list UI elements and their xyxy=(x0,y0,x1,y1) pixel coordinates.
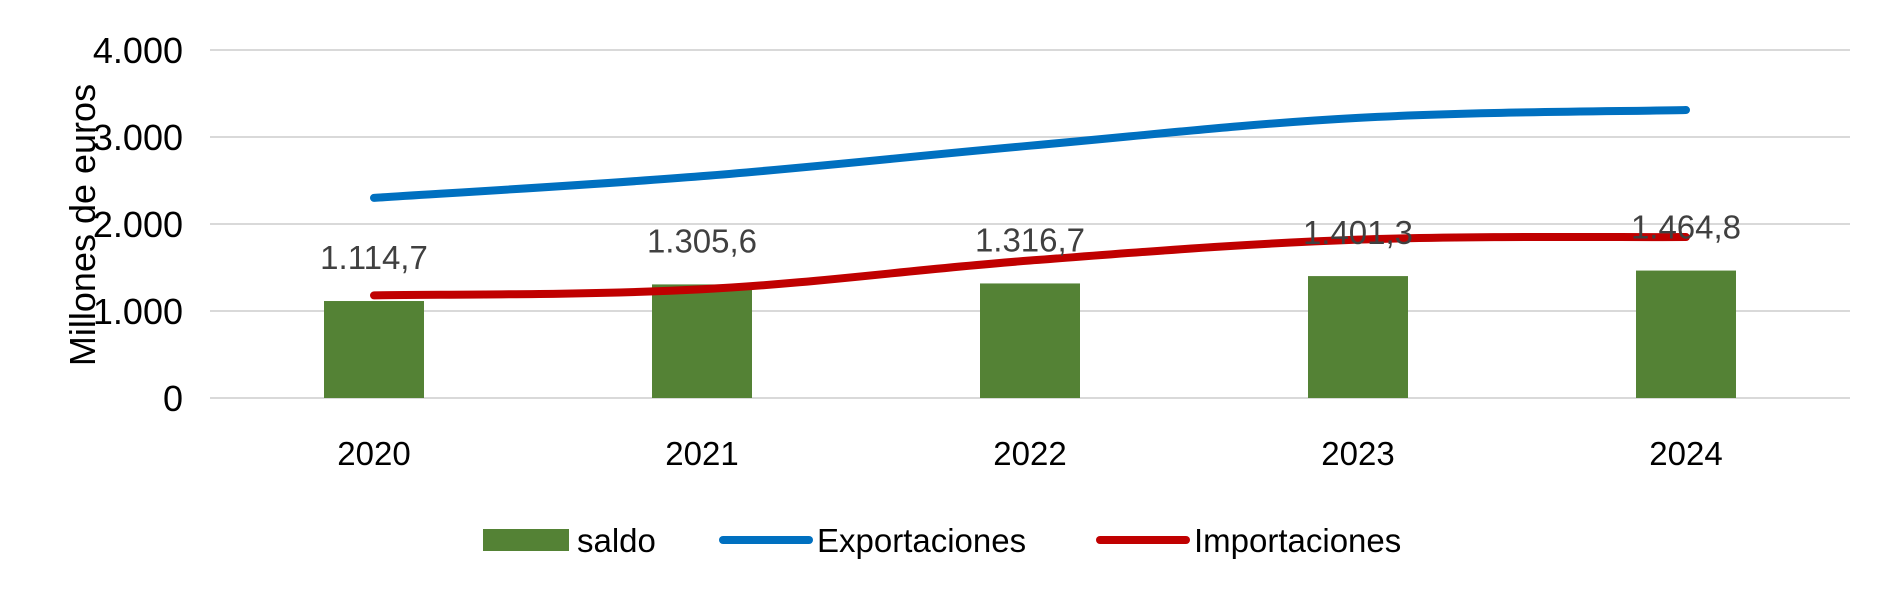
data-label: 1.316,7 xyxy=(975,221,1085,258)
data-label: 1.305,6 xyxy=(647,222,757,259)
data-label: 1.114,7 xyxy=(320,239,428,276)
x-tick-label: 2022 xyxy=(993,435,1066,472)
bar-saldo-2022 xyxy=(980,283,1080,398)
bar-saldo-2020 xyxy=(324,301,424,398)
line-exportaciones xyxy=(370,106,1690,202)
x-tick-label: 2023 xyxy=(1321,435,1394,472)
y-axis-ticks: 0 1.000 2.000 3.000 4.000 xyxy=(93,30,183,419)
bar-saldo-2021 xyxy=(652,284,752,398)
legend: saldo Exportaciones Importaciones xyxy=(483,522,1401,559)
x-axis-ticks: 2020 2021 2022 2023 2024 xyxy=(337,435,1722,472)
y-tick-label: 3.000 xyxy=(93,117,183,158)
bars-saldo xyxy=(324,270,1736,398)
line-series xyxy=(370,106,1690,300)
bar-data-labels: 1.114,7 1.305,6 1.316,7 1.401,3 1.464,8 xyxy=(320,209,1741,276)
line-importaciones xyxy=(370,232,1690,300)
y-axis-label: Millones de euros xyxy=(62,84,103,366)
y-tick-label: 1.000 xyxy=(93,291,183,332)
y-tick-label: 4.000 xyxy=(93,30,183,71)
y-tick-label: 2.000 xyxy=(93,204,183,245)
bar-saldo-2024 xyxy=(1636,270,1736,398)
legend-label: Importaciones xyxy=(1194,522,1401,559)
gridlines xyxy=(210,49,1850,399)
legend-swatch-saldo xyxy=(483,529,569,551)
y-tick-label: 0 xyxy=(163,378,183,419)
x-tick-label: 2021 xyxy=(665,435,738,472)
data-label: 1.464,8 xyxy=(1631,209,1741,246)
legend-label: Exportaciones xyxy=(817,522,1026,559)
data-label: 1.401,3 xyxy=(1303,214,1413,251)
x-tick-label: 2024 xyxy=(1649,435,1722,472)
legend-label: saldo xyxy=(577,522,656,559)
x-tick-label: 2020 xyxy=(337,435,410,472)
bar-saldo-2023 xyxy=(1308,276,1408,398)
